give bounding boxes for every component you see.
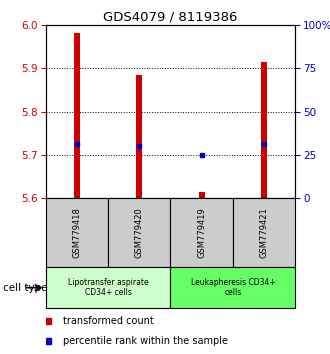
Bar xyxy=(170,267,295,308)
Text: percentile rank within the sample: percentile rank within the sample xyxy=(63,336,228,346)
Text: Leukapheresis CD34+
cells: Leukapheresis CD34+ cells xyxy=(190,278,275,297)
Bar xyxy=(46,198,108,267)
Text: GSM779419: GSM779419 xyxy=(197,207,206,258)
Bar xyxy=(170,198,233,267)
Text: GSM779421: GSM779421 xyxy=(260,207,269,258)
Text: GSM779420: GSM779420 xyxy=(135,207,144,258)
Text: cell type: cell type xyxy=(3,282,48,293)
Text: transformed count: transformed count xyxy=(63,316,154,326)
Bar xyxy=(199,192,205,198)
Bar xyxy=(261,62,267,198)
Bar xyxy=(136,75,142,198)
Bar xyxy=(46,267,170,308)
Text: GSM779418: GSM779418 xyxy=(72,207,81,258)
Text: Lipotransfer aspirate
CD34+ cells: Lipotransfer aspirate CD34+ cells xyxy=(68,278,148,297)
Bar xyxy=(74,34,80,198)
Bar xyxy=(233,198,295,267)
Bar xyxy=(108,198,170,267)
Title: GDS4079 / 8119386: GDS4079 / 8119386 xyxy=(103,11,238,24)
